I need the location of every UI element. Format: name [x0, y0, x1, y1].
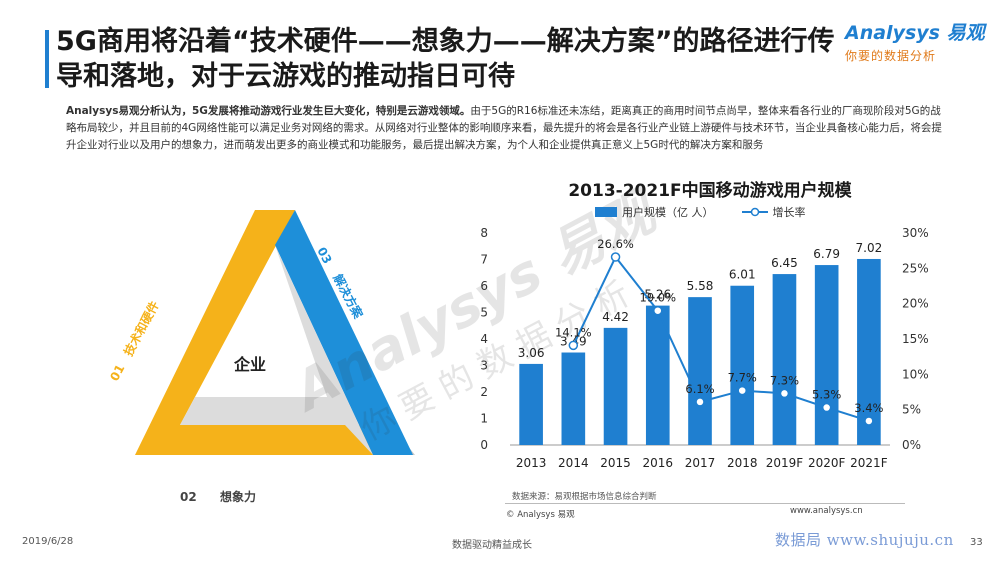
site-watermark: 数据局 www.shujuju.cn — [775, 531, 954, 549]
bar-value-label: 5.26 — [644, 288, 671, 302]
growth-value-label: 26.6% — [597, 237, 634, 251]
x-tick-label: 2015 — [600, 456, 631, 470]
bar — [603, 327, 628, 445]
legend-item-bars: 用户规模（亿 人） — [595, 204, 714, 220]
y-right-tick-label: 15% — [902, 332, 929, 346]
y-right-tick-label: 30% — [902, 226, 929, 240]
growth-point — [821, 402, 832, 413]
y-left-tick-label: 5 — [480, 306, 488, 320]
chart-title: 2013-2021F中国移动游戏用户规模 — [568, 181, 852, 201]
bar — [561, 352, 586, 445]
growth-value-label: 7.3% — [770, 373, 799, 387]
copyright: © Analysys 易观 — [506, 510, 575, 520]
y-left-tick-label: 0 — [480, 438, 488, 452]
bar-value-label: 6.79 — [813, 247, 840, 261]
growth-value-label: 14.1% — [555, 325, 592, 339]
y-left-tick-label: 3 — [480, 359, 488, 373]
footer-slogan: 数据驱动精益成长 — [452, 540, 532, 551]
impossible-triangle-diagram: 企业 01 技术和硬件 03 解决方案 02 想象力 — [107, 210, 415, 504]
bar-value-label: 3.06 — [518, 346, 545, 360]
y-right-tick-label: 0% — [902, 438, 921, 452]
legend-bar-label: 用户规模（亿 人） — [622, 206, 714, 219]
report-date: 2019/6/28 — [22, 536, 74, 547]
legend-item-line: 增长率 — [741, 204, 806, 220]
bar-value-label: 6.45 — [771, 256, 798, 270]
y-left-tick-label: 2 — [480, 385, 488, 399]
side3-number: 03 — [314, 245, 334, 266]
intro-lead: Analysys易观分析认为，5G发展将推动游戏行业发生巨大变化，特别是云游戏领… — [66, 105, 471, 117]
growth-point — [737, 385, 747, 396]
x-tick-label: 2014 — [558, 456, 589, 470]
side2-label: 想象力 — [219, 489, 256, 504]
x-tick-label: 2017 — [685, 456, 716, 470]
user-scale-chart: 0123456780%5%10%15%20%25%30%3.0620133.49… — [480, 226, 929, 470]
chart-legend: 用户规模（亿 人） 增长率 — [595, 204, 806, 220]
intro-paragraph: Analysys易观分析认为，5G发展将推动游戏行业发生巨大变化，特别是云游戏领… — [66, 103, 944, 154]
growth-rate-line — [572, 255, 870, 422]
y-right-tick-label: 25% — [902, 261, 929, 275]
bar — [857, 258, 881, 445]
bar-value-label: 4.42 — [602, 310, 629, 324]
intro-body: 由于5G的R16标准还未冻结，距离真正的商用时间节点尚早，整体来看各行业的厂商现… — [66, 105, 942, 151]
bar-value-label: 6.01 — [729, 268, 756, 282]
growth-point — [610, 252, 621, 262]
growth-point — [864, 416, 874, 426]
x-tick-label: 2018 — [727, 456, 758, 470]
growth-point — [779, 388, 790, 399]
bar-value-label: 7.02 — [856, 241, 883, 255]
legend-line-label: 增长率 — [772, 206, 806, 219]
triangle-inner — [215, 280, 327, 397]
y-right-tick-label: 10% — [902, 367, 929, 381]
side1-label: 技术和硬件 — [120, 298, 161, 358]
footer-divider — [505, 503, 905, 504]
data-source: 数据来源：易观根据市场信息综合判断 — [512, 492, 657, 502]
bar — [645, 305, 670, 445]
x-tick-label: 2013 — [516, 456, 547, 470]
x-tick-label: 2016 — [643, 456, 674, 470]
growth-value-label: 3.4% — [854, 401, 883, 415]
side1-number: 01 — [107, 362, 127, 383]
growth-point — [695, 397, 705, 407]
logo-main-text: Analysys 易观 — [845, 22, 985, 44]
x-tick-label: 2021F — [850, 456, 888, 470]
bar — [814, 265, 839, 445]
triangle-center-label: 企业 — [233, 355, 266, 374]
page-number: 33 — [970, 537, 983, 548]
title-accent-bar — [45, 30, 49, 88]
growth-value-label: 6.1% — [685, 382, 714, 396]
growth-point — [568, 340, 579, 351]
growth-value-label: 5.3% — [812, 388, 841, 402]
y-right-tick-label: 5% — [902, 403, 921, 417]
website: www.analysys.cn — [790, 506, 863, 516]
y-left-tick-label: 1 — [480, 412, 488, 426]
bar — [519, 363, 543, 445]
growth-point — [653, 305, 663, 316]
triangle-side-blue — [275, 210, 413, 455]
legend-line-swatch — [741, 207, 768, 217]
x-tick-label: 2020F — [808, 456, 846, 470]
y-right-tick-label: 20% — [902, 297, 929, 311]
logo-tagline: 你要的数据分析 — [845, 49, 937, 63]
page-title: 5G商用将沿着“技术硬件——想象力——解决方案”的路径进行传导和落地，对于云游戏… — [56, 26, 835, 92]
legend-bar-swatch — [595, 207, 617, 217]
side2-number: 02 — [180, 490, 197, 504]
y-left-tick-label: 4 — [480, 332, 488, 346]
growth-value-label: 19.0% — [640, 291, 677, 305]
brand-logo: Analysys 易观 你要的数据分析 — [845, 18, 985, 68]
bar — [772, 274, 797, 445]
bar — [730, 285, 755, 445]
y-left-tick-label: 7 — [480, 253, 488, 267]
bar — [688, 297, 712, 445]
x-tick-label: 2019F — [766, 456, 804, 470]
y-left-tick-label: 8 — [480, 226, 488, 240]
y-left-tick-label: 6 — [480, 279, 488, 293]
triangle-side-gray — [180, 245, 373, 455]
growth-value-label: 7.7% — [728, 371, 757, 385]
bar-value-label: 5.58 — [687, 279, 714, 293]
